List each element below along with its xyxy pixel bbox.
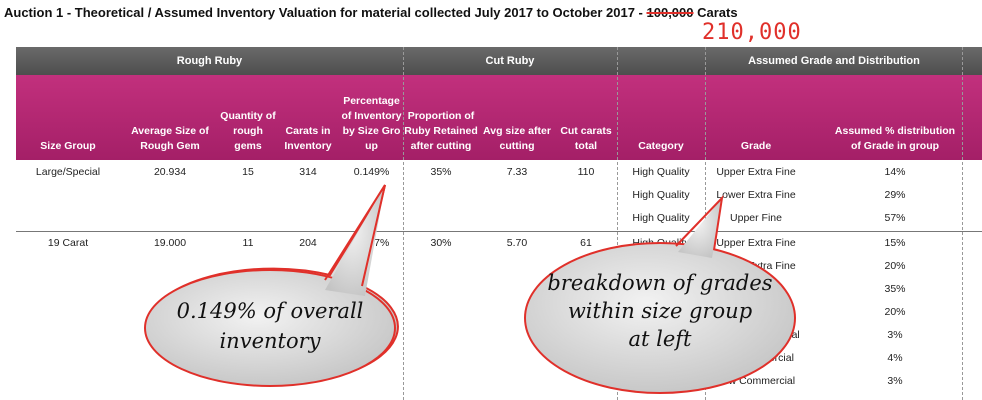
callout-tail [325, 185, 385, 296]
cell: 20.934 [153, 166, 187, 178]
cell: 204 [299, 237, 317, 249]
callout-tail [678, 198, 722, 258]
grade-cell: High Quality [632, 212, 690, 224]
row-divider [16, 231, 982, 232]
grade-cell: Upper Extra Fine [716, 166, 796, 178]
grade-cell: 4% [887, 352, 903, 364]
title-struck: 100,000 [646, 5, 694, 20]
cell: 7.33 [506, 166, 528, 178]
grade-cell: Lower Extra Fine [716, 189, 796, 201]
cell: 110 [577, 166, 595, 178]
column-header: Assumed % distribution of Grade in group [834, 125, 956, 152]
column-header: Average Size of Rough Gem [131, 125, 209, 152]
column-header: Percentage of Inventory by Size Group [341, 95, 402, 152]
column-header: Avg size after cutting [483, 125, 551, 152]
title-suffix: Carats [697, 5, 738, 20]
column-header: Cut carats total [560, 125, 612, 152]
grade-cell: 29% [884, 189, 906, 201]
title: Auction 1 - Theoretical / Assumed Invent… [4, 5, 738, 20]
grade-cell: High Quality [632, 166, 690, 178]
callout-bubble [144, 269, 396, 387]
cell: 61 [580, 237, 592, 249]
grade-cell: 20% [884, 306, 906, 318]
column-header-band [16, 75, 982, 160]
column-separator [617, 47, 618, 400]
cell: 19.000 [153, 237, 187, 249]
cell: 314 [299, 166, 317, 178]
grade-cell: 57% [884, 212, 906, 224]
grade-cell: 20% [884, 260, 906, 272]
cell: 30% [430, 237, 452, 249]
column-header: Proportion of Ruby Retained after cuttin… [404, 110, 478, 152]
column-header: Grade [740, 140, 772, 152]
group-header: Cut Ruby [485, 55, 535, 67]
cell: 19 Carat [47, 237, 89, 249]
column-header: Carats in Inventory [284, 125, 332, 152]
title-correction: 210,000 [702, 20, 802, 45]
grade-cell: 14% [884, 166, 906, 178]
cell: 15 [242, 166, 254, 178]
column-header: Size Group [40, 140, 96, 152]
column-separator [962, 47, 963, 400]
grade-cell: Upper Extra Fine [716, 237, 796, 249]
grade-cell: 3% [887, 375, 903, 387]
group-header: Assumed Grade and Distribution [748, 55, 920, 67]
grade-cell: 35% [884, 283, 906, 295]
grade-cell: 15% [884, 237, 906, 249]
title-prefix: Auction 1 - Theoretical / Assumed Invent… [4, 5, 643, 20]
cell: 35% [430, 166, 452, 178]
column-separator [403, 47, 404, 400]
cell: 0.149% [353, 166, 390, 178]
callout-text: 0.149% of overall inventory [177, 299, 364, 353]
callout-bubble [524, 242, 796, 394]
callout-tail [675, 195, 724, 251]
group-header-band [16, 47, 982, 75]
column-header: Quantity of rough gems [220, 110, 276, 152]
callout-tail [324, 184, 386, 287]
grade-cell: High Quality [632, 189, 690, 201]
grade-cell: 3% [887, 329, 903, 341]
grade-cell: Upper Fine [730, 212, 782, 224]
column-header: Category [638, 140, 684, 152]
cell: 5.70 [506, 237, 528, 249]
cell: Large/Special [35, 166, 101, 178]
group-header: Rough Ruby [176, 55, 243, 67]
callout-text: breakdown of grades within size group at l… [547, 271, 772, 351]
cell: 11 [242, 237, 254, 249]
